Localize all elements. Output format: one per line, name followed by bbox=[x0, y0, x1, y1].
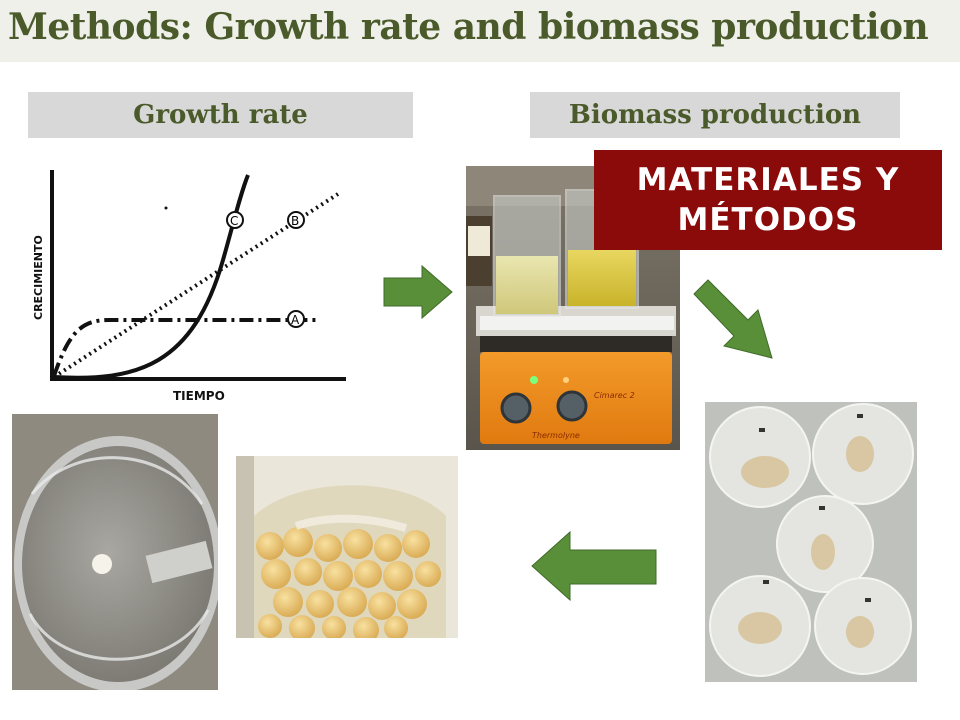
y-axis-label: CRECIMIENTO bbox=[32, 235, 45, 320]
callout-line-1: MATERIALES Y bbox=[636, 162, 900, 198]
x-axis-label: TIEMPO bbox=[173, 389, 225, 403]
materiales-metodos-callout: MATERIALES Y MÉTODOS bbox=[594, 150, 942, 250]
svg-text:Cimarec 2: Cimarec 2 bbox=[594, 391, 635, 400]
biomass-production-label: Biomass production bbox=[530, 92, 900, 138]
marker-a bbox=[287, 310, 305, 328]
marker-b-label: B bbox=[291, 214, 299, 228]
slide-title: Methods: Growth rate and biomass product… bbox=[8, 6, 929, 48]
growth-curve-graph: CRECIMIENTO TIEMPO A B C bbox=[28, 160, 358, 405]
svg-text:Thermolyne: Thermolyne bbox=[532, 431, 580, 440]
curve-b bbox=[52, 192, 340, 379]
curve-a bbox=[52, 318, 318, 377]
marker-c-label: C bbox=[230, 214, 238, 228]
arrow-left-icon bbox=[530, 530, 658, 602]
arrow-right-icon bbox=[382, 264, 454, 320]
marker-b bbox=[287, 211, 305, 229]
marker-c bbox=[226, 211, 244, 229]
petri-dish-colony-photo bbox=[12, 414, 218, 690]
callout-line-2: MÉTODOS bbox=[677, 202, 859, 238]
marker-a-label: A bbox=[291, 313, 300, 327]
title-bar bbox=[0, 0, 960, 62]
growth-rate-label: Growth rate bbox=[28, 92, 413, 138]
flask-pellets-photo bbox=[236, 456, 458, 638]
arrow-down-right-icon bbox=[692, 276, 780, 362]
petri-dishes-biomass-photo bbox=[705, 402, 917, 682]
curve-c bbox=[53, 174, 250, 380]
